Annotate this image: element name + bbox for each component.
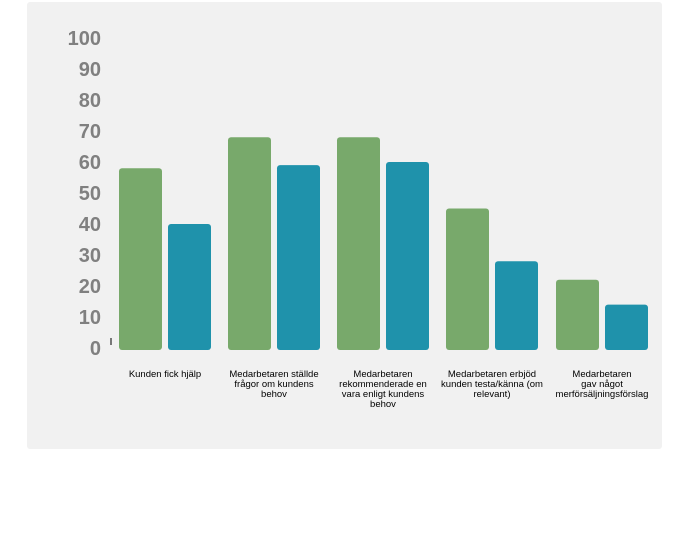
y-tick-label: 10 xyxy=(79,307,101,329)
bar-series-1 xyxy=(119,168,162,350)
category-label-line: Kunden fick hjälp xyxy=(129,369,201,380)
y-tick-label: 30 xyxy=(79,245,101,267)
bar-series-1 xyxy=(337,137,380,350)
bar-series-2 xyxy=(495,261,538,350)
category-label-line: behov xyxy=(261,389,287,400)
bar-series-2 xyxy=(386,162,429,350)
bar-series-1 xyxy=(556,279,599,350)
category-label-line: vara enligt kundens xyxy=(342,389,425,400)
category-label: Medarbetaren rekommenderade en vara enligt… xyxy=(339,369,427,410)
bar-series-2 xyxy=(168,224,211,350)
category-label-line: Medarbetaren xyxy=(353,369,412,380)
category-label-line: Medarbetaren xyxy=(572,369,631,380)
category-label-line: Medarbetaren ställde xyxy=(229,369,318,380)
y-tick-label: 20 xyxy=(79,276,101,298)
y-tick-label: 0 xyxy=(90,338,101,360)
bar-series-2 xyxy=(277,165,320,350)
y-tick-label: 50 xyxy=(79,183,101,205)
category-label-line: rekommenderade en xyxy=(339,379,427,390)
y-tick-label: 70 xyxy=(79,121,101,143)
y-tick-label: 40 xyxy=(79,214,101,236)
y-tick-label: 80 xyxy=(79,90,101,112)
category-label-line: merförsäljningsförslag xyxy=(556,389,649,400)
bar-series-1 xyxy=(228,137,271,350)
category-label-line: Medarbetaren erbjöd xyxy=(448,369,536,380)
y-tick-label: 90 xyxy=(79,59,101,81)
category-label-line: frågor om kundens xyxy=(234,379,313,390)
y-tick-label: 100 xyxy=(68,28,101,50)
category-label: Kunden fick hjälp xyxy=(129,369,201,380)
category-label: Medarbetaren gav något merförsäljningsförs… xyxy=(556,369,649,400)
category-label-line: gav något xyxy=(581,379,623,390)
category-label-line: relevant) xyxy=(474,389,511,400)
category-label-line: behov xyxy=(370,399,396,410)
category-label-line: kunden testa/känna (om xyxy=(441,379,543,390)
bar-series-2 xyxy=(605,304,648,350)
category-label: Medarbetaren ställde frågor om kundens beh… xyxy=(229,369,318,400)
y-tick-label: 60 xyxy=(79,152,101,174)
bar-series-1 xyxy=(446,208,489,350)
category-label: Medarbetaren erbjöd kunden testa/känna (o… xyxy=(441,369,543,400)
